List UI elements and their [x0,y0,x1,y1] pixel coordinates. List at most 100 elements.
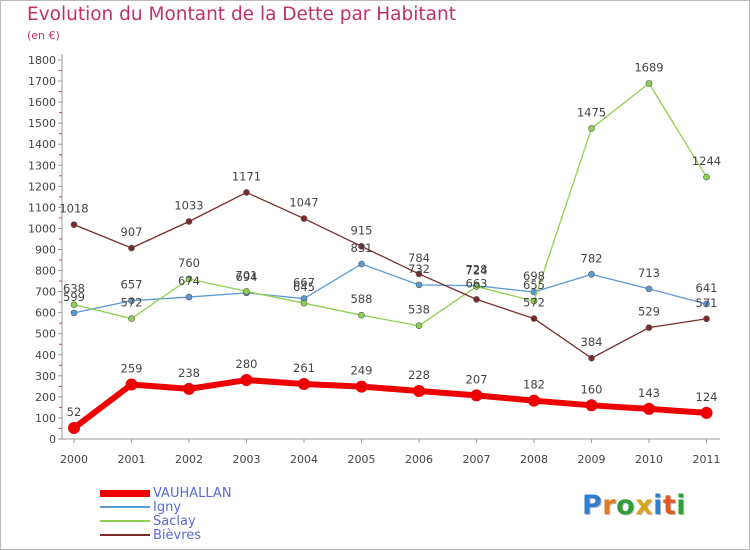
y-tick-label: 300 [35,370,56,383]
legend-label: Igny [153,499,182,515]
legend-swatch [100,489,150,497]
data-label-saclay: 1475 [577,105,606,119]
x-tick-label: 2003 [233,453,261,466]
data-label-bievres: 1171 [232,169,261,183]
data-label-saclay: 538 [408,303,430,317]
y-tick-label: 1700 [28,75,56,88]
proxiti-logo: Proxiti [582,490,686,521]
logo-letter: t [662,490,677,521]
data-point-bievres [300,215,308,222]
data-point-vauhallan [125,378,138,391]
y-tick-label: 400 [35,349,56,362]
logo-letter: r [602,490,617,521]
data-label-bievres: 784 [408,251,430,265]
data-point-bievres [243,189,250,196]
data-point-bievres [703,315,710,323]
data-label-igny: 782 [581,251,603,265]
legend-item: Bièvres [100,527,202,543]
y-tick-label: 1000 [28,222,56,235]
data-label-vauhallan: 259 [121,361,143,375]
data-point-igny [645,285,653,293]
data-point-bievres [588,354,595,362]
y-tick-label: 100 [35,412,56,425]
data-point-bievres [70,221,78,228]
legend-label: Bièvres [153,527,202,543]
x-tick-label: 2000 [60,453,88,466]
data-label-bievres: 1047 [289,196,318,210]
data-point-bievres [645,324,653,331]
data-point-saclay [358,311,365,319]
x-tick-label: 2001 [118,453,146,466]
x-tick-label: 2009 [578,453,606,466]
legend-item: Saclay [100,514,196,529]
data-point-bievres [358,243,365,250]
data-point-vauhallan [413,384,425,397]
data-label-igny: 698 [523,269,545,283]
data-label-saclay: 701 [236,268,258,282]
data-point-igny [703,300,710,308]
data-label-vauhallan: 228 [408,368,430,382]
y-tick-label: 1100 [28,201,56,214]
y-tick-label: 1500 [28,117,56,130]
data-label-saclay: 1689 [634,60,663,74]
data-point-vauhallan [240,374,253,387]
x-tick-label: 2004 [290,453,318,466]
chart-title: Evolution du Montant de la Dette par Hab… [27,4,456,25]
data-label-saclay: 1244 [692,154,721,168]
data-point-bievres [530,315,538,322]
data-point-bievres [473,296,480,303]
data-label-bievres: 572 [523,296,545,310]
x-tick-label: 2011 [693,453,721,466]
x-tick-label: 2005 [348,453,376,466]
data-label-igny: 713 [638,266,660,280]
logo-letter: o [616,490,636,521]
data-label-bievres: 915 [351,223,373,237]
data-label-vauhallan: 207 [466,372,488,386]
data-label-bievres: 1033 [174,198,203,212]
data-point-bievres [185,218,193,225]
data-point-igny [70,309,78,317]
x-tick-label: 2006 [405,453,433,466]
y-tick-label: 1200 [28,180,56,193]
data-label-igny: 694 [236,270,258,284]
series-line-igny [73,263,707,314]
y-tick-label: 1300 [28,159,56,172]
data-label-vauhallan: 143 [638,386,660,400]
data-label-bievres: 384 [581,335,603,349]
data-point-saclay [415,322,423,330]
data-label-igny: 831 [351,241,373,255]
data-label-saclay: 572 [121,296,143,310]
y-tick-label: 1800 [28,54,56,67]
data-label-bievres: 663 [466,276,488,290]
data-point-vauhallan [298,378,310,391]
x-tick-label: 2002 [175,453,203,466]
data-point-saclay [70,301,78,308]
data-label-vauhallan: 182 [523,378,545,392]
y-tick-label: 700 [35,286,56,299]
y-tick-label: 800 [35,265,56,278]
series-line-vauhallan [72,377,707,431]
data-label-bievres: 571 [696,296,718,310]
data-label-igny: 657 [121,278,143,292]
data-label-vauhallan: 124 [696,390,718,404]
data-point-vauhallan [528,394,540,407]
data-label-bievres: 529 [638,305,660,319]
logo-letter: x [635,490,654,521]
chart-unit-label: (en €) [27,29,60,42]
logo-letter: P [582,490,603,521]
chart-legend: VAUHALLAN Igny Saclay Bièvres [100,486,360,546]
data-point-bievres [128,244,135,252]
data-point-saclay [185,275,193,283]
legend-swatch [100,534,150,536]
data-label-saclay: 760 [178,256,200,270]
data-label-saclay: 645 [293,280,315,294]
y-tick-label: 600 [35,307,56,320]
data-point-igny [128,297,135,304]
data-point-vauhallan [643,402,655,415]
y-tick-label: 200 [35,391,56,404]
data-label-igny: 599 [63,290,85,304]
data-label-bievres: 1018 [59,202,88,216]
data-point-igny [588,271,595,278]
